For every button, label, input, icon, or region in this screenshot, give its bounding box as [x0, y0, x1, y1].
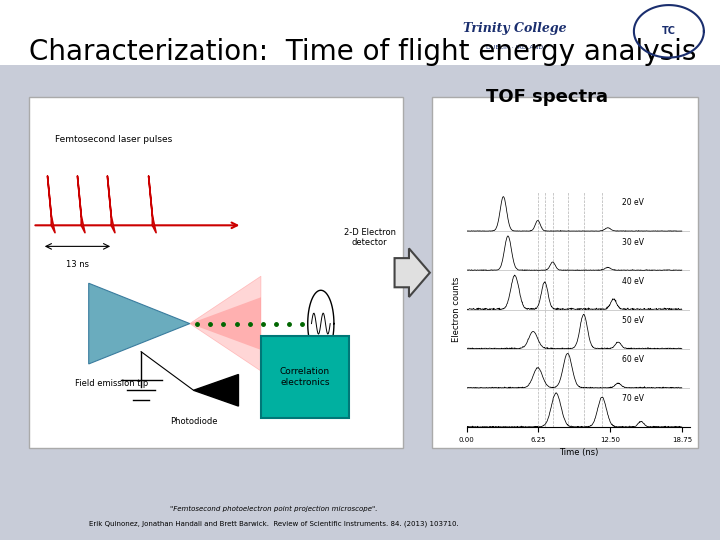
Text: Correlation
electronics: Correlation electronics: [280, 367, 330, 387]
Text: 70 eV: 70 eV: [622, 394, 644, 403]
Text: Erik Quinonez, Jonathan Handali and Brett Barwick.  Review of Scientific Instrum: Erik Quinonez, Jonathan Handali and Bret…: [89, 521, 459, 527]
Text: Characterization:  Time of flight energy analysis: Characterization: Time of flight energy …: [29, 38, 696, 66]
FancyBboxPatch shape: [261, 336, 349, 418]
Text: 13 ns: 13 ns: [66, 260, 89, 269]
FancyBboxPatch shape: [432, 97, 698, 448]
Text: 20 eV: 20 eV: [622, 198, 644, 207]
Text: TC: TC: [662, 26, 676, 36]
Polygon shape: [190, 276, 261, 371]
FancyBboxPatch shape: [0, 0, 720, 65]
Text: DUBLIN · IRELAND: DUBLIN · IRELAND: [486, 45, 544, 50]
FancyBboxPatch shape: [29, 97, 403, 448]
Text: 50 eV: 50 eV: [622, 316, 644, 325]
Text: 60 eV: 60 eV: [622, 355, 644, 364]
Text: Trinity College: Trinity College: [463, 22, 567, 35]
Polygon shape: [89, 283, 190, 364]
Y-axis label: Electron counts: Electron counts: [452, 277, 461, 342]
Polygon shape: [190, 297, 261, 350]
Text: 2-D Electron
detector: 2-D Electron detector: [343, 228, 395, 247]
Polygon shape: [395, 248, 430, 297]
Text: "Femtosecond photoelectron point projection microscope".: "Femtosecond photoelectron point project…: [170, 505, 377, 512]
Text: 30 eV: 30 eV: [622, 238, 644, 247]
Text: Photodiode: Photodiode: [170, 417, 217, 427]
Text: Femtosecond laser pulses: Femtosecond laser pulses: [55, 135, 172, 144]
Text: Field emission tip: Field emission tip: [75, 379, 148, 388]
Text: TOF spectra: TOF spectra: [486, 88, 608, 106]
Text: 40 eV: 40 eV: [622, 277, 644, 286]
X-axis label: Time (ns): Time (ns): [559, 448, 598, 457]
Polygon shape: [194, 375, 238, 406]
